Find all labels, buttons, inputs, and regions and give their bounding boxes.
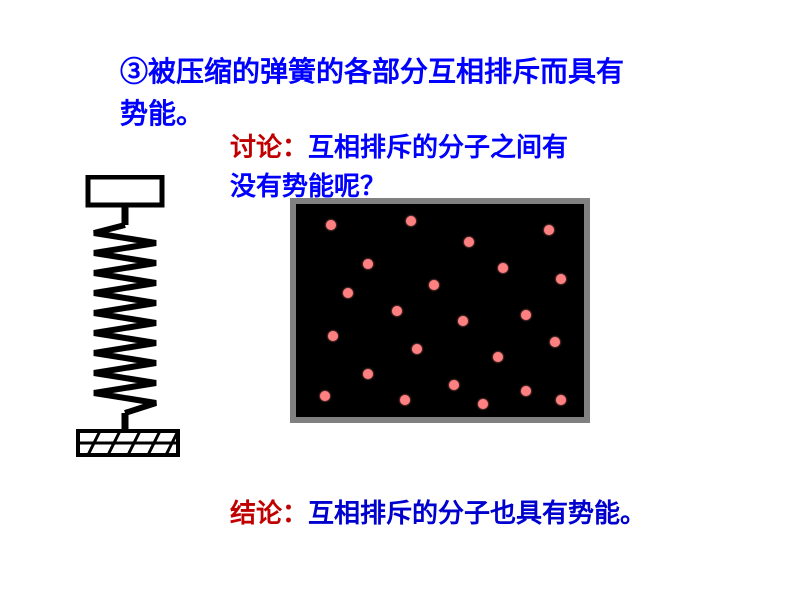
molecule-dot bbox=[464, 237, 474, 247]
molecule-dot bbox=[363, 259, 373, 269]
discuss-line1: 互相排斥的分子之间有 bbox=[308, 133, 568, 162]
molecules-diagram bbox=[290, 198, 590, 423]
spring-top-plate bbox=[88, 177, 162, 205]
molecule-dot bbox=[449, 380, 459, 390]
molecule-dot bbox=[521, 386, 531, 396]
discuss-line2: 没有势能呢？ bbox=[230, 172, 386, 201]
molecule-dot bbox=[493, 352, 503, 362]
molecule-dot bbox=[544, 225, 554, 235]
molecule-dot bbox=[550, 337, 560, 347]
molecule-dot bbox=[343, 288, 353, 298]
title-text: ③被压缩的弹簧的各部分互相排斥而具有 势能。 bbox=[120, 52, 720, 136]
molecule-dot bbox=[320, 391, 330, 401]
molecule-dot bbox=[412, 344, 422, 354]
molecule-dot bbox=[478, 399, 488, 409]
molecule-dot bbox=[556, 395, 566, 405]
molecule-dot bbox=[326, 220, 336, 230]
discuss-label: 讨论： bbox=[230, 133, 308, 162]
molecule-dot bbox=[429, 280, 439, 290]
discussion-text: 讨论：互相排斥的分子之间有 没有势能呢？ bbox=[230, 128, 680, 206]
molecule-dot bbox=[400, 395, 410, 405]
conclusion-body: 互相排斥的分子也具有势能。 bbox=[308, 499, 646, 528]
spring-diagram bbox=[70, 175, 190, 465]
molecule-dot bbox=[392, 306, 402, 316]
molecule-dot bbox=[363, 369, 373, 379]
conclusion-label: 结论： bbox=[230, 499, 308, 528]
conclusion-text: 结论：互相排斥的分子也具有势能。 bbox=[230, 494, 730, 533]
spring-coils bbox=[94, 225, 156, 413]
molecule-dot bbox=[406, 216, 416, 226]
molecule-dot bbox=[498, 263, 508, 273]
molecule-dot bbox=[458, 316, 468, 326]
molecule-dot bbox=[521, 310, 531, 320]
title-line2: 势能。 bbox=[120, 99, 204, 130]
molecule-dot bbox=[328, 331, 338, 341]
title-line1: ③被压缩的弹簧的各部分互相排斥而具有 bbox=[120, 57, 624, 88]
molecule-dot bbox=[556, 274, 566, 284]
spring-svg bbox=[70, 175, 190, 465]
